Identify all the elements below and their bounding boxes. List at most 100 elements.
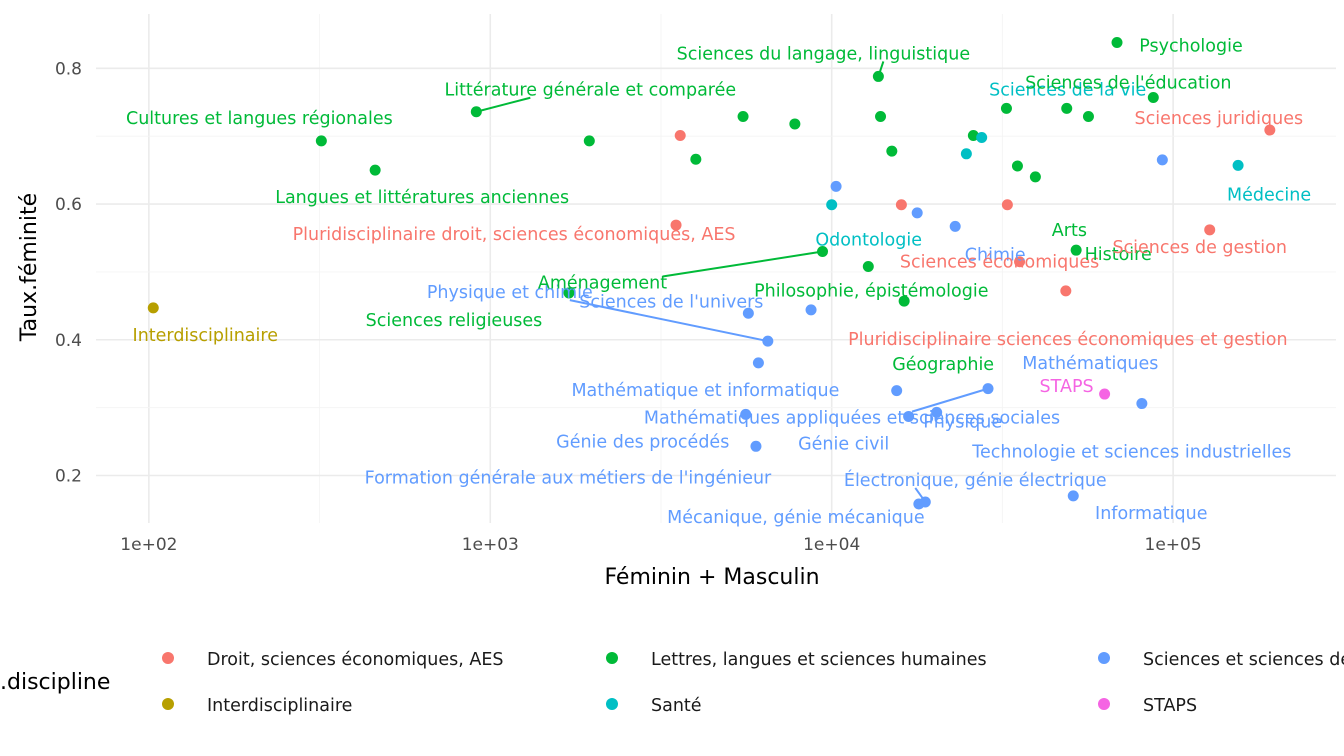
data-point xyxy=(895,199,907,211)
y-axis-title: Taux.féminité xyxy=(17,193,42,342)
point-label: Langues et littératures anciennes xyxy=(275,188,569,208)
x-tick-label: 1e+03 xyxy=(462,535,519,555)
point-label: Sciences de l'univers xyxy=(579,292,763,312)
legend-key xyxy=(1098,698,1110,710)
y-tick-label: 0.2 xyxy=(55,466,82,486)
x-tick-label: 1e+05 xyxy=(1145,535,1202,555)
point-label: Chimie xyxy=(965,245,1026,265)
data-point xyxy=(315,135,327,147)
data-point xyxy=(1011,160,1023,172)
point-label: Sciences juridiques xyxy=(1135,109,1304,129)
point-label: Sciences du langage, linguistique xyxy=(677,44,970,64)
point-label: Physique xyxy=(923,412,1002,432)
legend-key xyxy=(606,652,618,664)
data-point xyxy=(931,406,943,418)
data-point xyxy=(737,110,749,122)
data-point xyxy=(1001,199,1013,211)
point-label: Mathématiques appliquées et sciences soc… xyxy=(644,409,1060,429)
data-point xyxy=(740,408,752,420)
data-point xyxy=(369,164,381,176)
data-point xyxy=(949,220,961,232)
x-tick-label: 1e+02 xyxy=(120,535,177,555)
point-label: Interdisciplinaire xyxy=(133,326,278,346)
data-point xyxy=(886,145,898,157)
y-axis-ticks: 0.2 0.4 0.6 0.8 xyxy=(55,59,82,486)
label-connector xyxy=(476,96,531,113)
label-connector xyxy=(569,299,769,343)
data-point xyxy=(1136,398,1148,410)
legend-label: Lettres, langues et sciences humaines xyxy=(651,650,987,670)
y-tick-label: 0.4 xyxy=(55,331,82,351)
x-axis-ticks: 1e+02 1e+03 1e+04 1e+05 xyxy=(120,535,1201,555)
y-tick-label: 0.8 xyxy=(55,59,82,79)
data-point xyxy=(1099,388,1111,400)
legend-key xyxy=(162,698,174,710)
point-label: Sciences religieuses xyxy=(366,311,543,331)
point-label: Physique et chimie xyxy=(427,283,593,303)
data-point xyxy=(1082,110,1094,122)
data-point xyxy=(898,295,910,307)
point-label: Pluridisciplinaire droit, sciences écono… xyxy=(293,225,736,245)
data-point xyxy=(1070,244,1082,256)
point-label: Psychologie xyxy=(1139,37,1242,57)
point-label: Littérature générale et comparée xyxy=(444,81,736,101)
y-tick-label: 0.6 xyxy=(55,195,82,215)
x-tick-label: 1e+04 xyxy=(803,535,860,555)
data-point xyxy=(826,199,838,211)
point-label: Génie des procédés xyxy=(556,432,729,452)
data-point xyxy=(1014,256,1026,268)
point-label: Aménagement xyxy=(538,274,667,294)
point-label: Sciences de l'éducation xyxy=(1025,73,1231,93)
data-point xyxy=(1061,102,1073,114)
point-label: Mathématique et informatique xyxy=(571,381,839,401)
point-label: Formation générale aux métiers de l'ingé… xyxy=(365,468,772,488)
data-point xyxy=(891,385,903,397)
legend-label: Santé xyxy=(651,696,702,716)
data-point xyxy=(903,410,915,422)
legend-label: STAPS xyxy=(1143,696,1197,716)
data-points xyxy=(147,37,1276,510)
point-label: Odontologie xyxy=(815,231,922,251)
data-point xyxy=(1204,224,1216,236)
data-point xyxy=(762,335,774,347)
point-label: Technologie et sciences industrielles xyxy=(971,443,1291,463)
point-label: Histoire xyxy=(1085,245,1152,265)
data-point xyxy=(1264,124,1276,136)
data-point xyxy=(805,304,817,316)
x-axis-title: Féminin + Masculin xyxy=(604,565,819,590)
data-point xyxy=(872,70,884,82)
data-point xyxy=(670,219,682,231)
data-point xyxy=(1000,102,1012,114)
data-point xyxy=(750,440,762,452)
data-point xyxy=(919,496,931,508)
legend-key xyxy=(606,698,618,710)
data-point xyxy=(1060,285,1072,297)
data-point xyxy=(960,148,972,160)
point-label: Pluridisciplinaire sciences économiques … xyxy=(848,330,1287,350)
label-connector xyxy=(911,387,989,413)
data-point xyxy=(690,153,702,165)
point-label: Cultures et langues régionales xyxy=(126,109,393,129)
legend: Droit, sciences économiques, AES Lettres,… xyxy=(162,650,1344,716)
data-point xyxy=(1111,37,1123,49)
grid xyxy=(96,14,1336,523)
legend-label: Interdisciplinaire xyxy=(207,696,352,716)
data-point xyxy=(1156,154,1168,166)
data-point xyxy=(911,207,923,219)
point-label: Sciences de gestion xyxy=(1112,238,1286,258)
data-point xyxy=(583,135,595,147)
data-point xyxy=(789,118,801,130)
point-label: Électronique, génie électrique xyxy=(844,469,1107,491)
data-point xyxy=(862,260,874,272)
data-point xyxy=(982,383,994,395)
data-point xyxy=(470,106,482,118)
point-label: Mécanique, génie mécanique xyxy=(667,508,925,528)
point-label: Mathématiques xyxy=(1022,354,1158,374)
data-point xyxy=(563,287,575,299)
point-label: Sciences de la vie xyxy=(989,81,1146,101)
legend-label: Sciences et sciences de l'ingénieur xyxy=(1143,650,1344,670)
point-label: Médecine xyxy=(1227,185,1311,205)
point-labels: Interdisciplinaire Cultures et langues ré… xyxy=(126,37,1311,528)
legend-title: .discipline xyxy=(0,670,110,695)
